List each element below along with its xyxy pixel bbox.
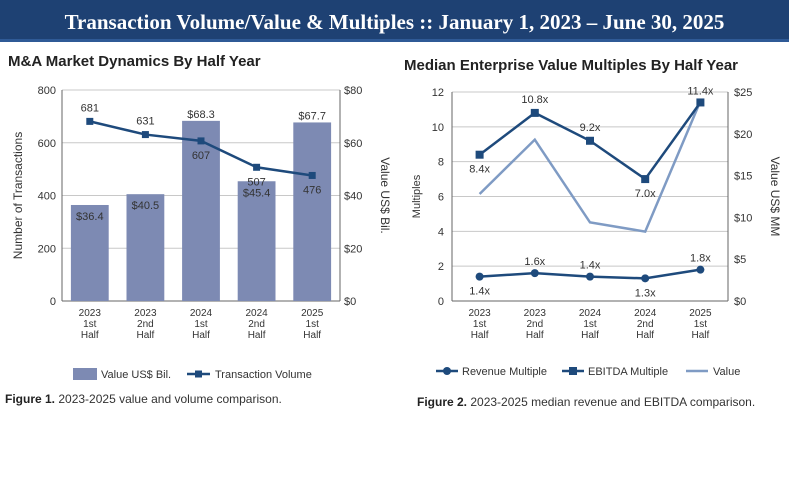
volume-point bbox=[308, 171, 316, 179]
x-tick-label: Half bbox=[303, 330, 321, 341]
volume-value-label: 507 bbox=[247, 176, 265, 188]
y-right-tick-label: $0 bbox=[344, 296, 356, 308]
x-tick-label: 2024 bbox=[245, 308, 268, 319]
figure-1-caption-text: 2023-2025 value and volume comparison. bbox=[55, 392, 282, 406]
y-right-tick-label: $80 bbox=[344, 85, 362, 97]
x-tick-label: 2nd bbox=[137, 319, 154, 330]
bar-value-label: $68.3 bbox=[187, 109, 215, 121]
legend-line-marker bbox=[195, 370, 202, 378]
x-tick-label: 1st bbox=[306, 319, 320, 330]
figure-2-caption-text: 2023-2025 median revenue and EBITDA comp… bbox=[467, 395, 756, 409]
x-tick-label: 1st bbox=[194, 319, 208, 330]
y-tick-label: 0 bbox=[50, 296, 56, 308]
y-right-axis-title: Value US$ Bil. bbox=[378, 157, 392, 233]
volume-point bbox=[197, 137, 205, 145]
volume-point bbox=[141, 131, 149, 139]
x-tick-label: 2024 bbox=[190, 308, 213, 319]
x-tick-label: Half bbox=[192, 330, 210, 341]
y-axis-title: Number of Transactions bbox=[11, 132, 25, 259]
bar-value-label: $45.4 bbox=[243, 187, 271, 199]
figure-1-caption: Figure 1. 2023-2025 value and volume com… bbox=[5, 392, 282, 406]
bar bbox=[182, 120, 220, 301]
legend-bar-swatch bbox=[73, 368, 97, 380]
x-tick-label: 2023 bbox=[79, 308, 102, 319]
bar bbox=[70, 204, 109, 301]
legend-label: Transaction Volume bbox=[215, 369, 312, 381]
volume-point bbox=[86, 117, 94, 125]
page-banner: Transaction Volume/Value & Multiples :: … bbox=[0, 0, 789, 42]
y-tick-label: 800 bbox=[38, 85, 56, 97]
volume-value-label: 631 bbox=[136, 116, 154, 128]
x-tick-label: 1st bbox=[83, 319, 97, 330]
y-right-tick-label: $40 bbox=[344, 191, 362, 203]
x-tick-label: Half bbox=[137, 330, 155, 341]
y-right-tick-label: $60 bbox=[344, 138, 362, 150]
figure-2-title: Median Enterprise Value Multiples By Hal… bbox=[404, 57, 739, 74]
y-tick-label: 400 bbox=[38, 191, 56, 203]
x-tick-label: 2023 bbox=[134, 308, 157, 319]
figure-1-title: M&A Market Dynamics By Half Year bbox=[8, 53, 261, 70]
legend-label: Value US$ Bil. bbox=[101, 369, 171, 381]
y-right-tick-label: $20 bbox=[344, 243, 362, 255]
bar bbox=[126, 194, 165, 301]
x-tick-label: Half bbox=[81, 330, 99, 341]
volume-point bbox=[253, 163, 261, 171]
bar-value-label: $40.5 bbox=[132, 200, 160, 212]
bar bbox=[237, 181, 276, 301]
x-tick-label: Half bbox=[248, 330, 266, 341]
x-tick-label: 2025 bbox=[301, 308, 324, 319]
volume-value-label: 476 bbox=[303, 184, 321, 196]
figure-2-caption-label: Figure 2. bbox=[417, 395, 468, 409]
bar-value-label: $67.7 bbox=[298, 110, 326, 122]
volume-value-label: 607 bbox=[192, 150, 210, 162]
x-tick-label: 2nd bbox=[248, 319, 265, 330]
y-tick-label: 200 bbox=[38, 243, 56, 255]
volume-value-label: 681 bbox=[81, 102, 99, 114]
bar bbox=[293, 122, 332, 301]
figure-1-caption-label: Figure 1. bbox=[5, 392, 56, 406]
bar-value-label: $36.4 bbox=[76, 211, 104, 223]
y-tick-label: 600 bbox=[38, 138, 56, 150]
figure-2-caption: Figure 2. 2023-2025 median revenue and E… bbox=[417, 395, 755, 409]
